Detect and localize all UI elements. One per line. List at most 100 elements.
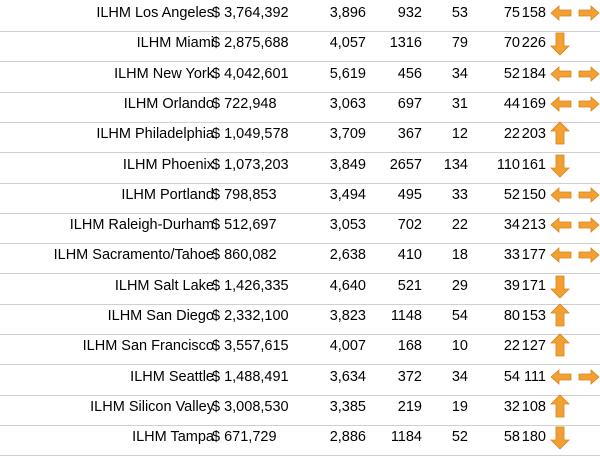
metric-3-value: 22 [451,217,468,234]
down-arrow-icon [550,30,600,61]
metric-5-value: 158 [521,5,546,21]
revenue-value: $ 722,948 [212,95,277,112]
metric-2-value: 168 [397,338,422,355]
metric-4-value: 33 [503,247,520,264]
metric-5-value: 171 [521,277,546,294]
metric-1-value: 3,053 [329,217,366,234]
metric-1-value: 4,640 [329,277,366,294]
metric-1-value: 3,896 [329,5,366,21]
metric-1-value: 3,849 [329,156,366,173]
metric-3-value: 10 [451,338,468,355]
metric-4-value: 22 [503,126,520,143]
table-row: ILHM Raleigh-Durham $ 512,697 3,053 702 22 34… [0,212,600,245]
up-arrow-icon [550,303,600,334]
revenue-value: $ 1,049,578 [212,126,289,143]
location-name: ILHM San Francisco [82,338,214,355]
metric-1-value: 2,638 [329,247,366,264]
metric-4-value: 34 [503,217,520,234]
metric-5-value: 203 [521,126,546,143]
location-name: ILHM New York [114,65,214,82]
metric-3-value: 18 [451,247,468,264]
table-row: ILHM Los Angeles $ 3,764,392 3,896 932 53 75 1… [0,0,600,32]
table-row: ILHM Philadelphia $ 1,049,578 3,709 367 12 22… [0,121,600,154]
metric-2-value: 932 [397,5,422,21]
metric-2-value: 702 [397,217,422,234]
table-row: ILHM Orlando $ 722,948 3,063 697 31 44 169 [0,91,600,123]
location-name: ILHM Miami [136,35,214,52]
revenue-value: $ 2,875,688 [212,35,289,52]
table-row: ILHM Salt Lake $ 1,426,335 4,640 521 29 39 171 [0,273,600,305]
left-right-arrows-icon [550,61,600,92]
revenue-value: $ 3,008,530 [212,398,289,415]
metric-3-value: 29 [451,277,468,294]
metric-3-value: 33 [451,186,468,203]
metric-3-value: 31 [451,95,468,112]
table-row: ILHM Silicon Valley $ 3,008,530 3,385 219 19… [0,394,600,426]
revenue-value: $ 1,426,335 [212,277,289,294]
location-name: ILHM Seattle [130,368,214,385]
metric-3-value: 134 [443,156,468,173]
metric-2-value: 1184 [390,429,422,446]
table-row: ILHM San Diego $ 2,332,100 3,823 1148 54 80 15… [0,303,600,335]
metric-4-value: 58 [503,429,520,446]
metric-3-value: 79 [451,35,468,52]
metric-3-value: 12 [451,126,468,143]
metric-1-value: 3,823 [329,308,366,324]
metric-2-value: 1316 [389,35,422,52]
left-right-arrows-icon [550,242,600,273]
metric-4-value: 32 [503,398,520,415]
metric-3-value: 52 [451,429,468,446]
metric-5-value: 127 [521,338,546,355]
metric-5-value: 108 [521,398,546,415]
revenue-value: $ 671,729 [212,429,277,446]
left-right-arrows-icon [550,212,600,243]
metric-1-value: 4,007 [329,338,366,355]
revenue-value: $ 1,488,491 [212,368,289,385]
location-name: ILHM Philadelphia [96,126,214,143]
revenue-value: $ 1,073,203 [212,156,289,173]
up-arrow-icon [550,394,600,425]
location-name: ILHM Orlando [123,95,214,112]
metric-4-value: 22 [503,338,520,355]
table-row: ILHM Phoenix $ 1,073,203 3,849 2657 134 110 16… [0,152,600,184]
metric-5-value: 150 [521,186,546,203]
metric-4-value: 52 [503,186,520,203]
revenue-value: $ 512,697 [212,217,277,234]
metric-1-value: 2,886 [329,429,366,446]
metric-2-value: 456 [397,65,422,82]
table-row: ILHM Portland $ 798,853 3,494 495 33 52 150 [0,182,600,214]
metric-2-value: 495 [397,186,422,203]
metric-5-value: 169 [521,95,546,112]
metric-2-value: 410 [397,247,422,264]
location-name: ILHM Salt Lake [114,277,214,294]
revenue-value: $ 860,082 [212,247,277,264]
down-arrow-icon [550,424,600,455]
metric-1-value: 3,494 [329,186,366,203]
down-arrow-icon [550,152,600,183]
revenue-value: $ 4,042,601 [212,65,289,82]
up-arrow-icon [550,333,600,364]
metric-4-value: 52 [503,65,520,82]
metric-5-value: 184 [521,65,546,82]
metric-2-value: 697 [397,95,422,112]
metric-4-value: 80 [503,308,520,324]
left-right-arrows-icon [550,0,600,31]
metric-1-value: 4,057 [329,35,366,52]
revenue-value: $ 3,557,615 [212,338,289,355]
down-arrow-icon [550,273,600,304]
location-name: ILHM Raleigh-Durham [69,217,214,234]
metric-2-value: 367 [397,126,422,143]
metric-4-value: 54 [503,368,520,385]
revenue-value: $ 2,332,100 [212,308,289,324]
location-name: ILHM San Diego [107,308,214,324]
location-name: ILHM Tampa [132,429,214,446]
location-name: ILHM Los Angeles [96,5,214,21]
table-row: ILHM Seattle $ 1,488,491 3,634 372 34 54 111 [0,364,600,396]
table-row: ILHM San Francisco $ 3,557,615 4,007 168 10 2… [0,333,600,366]
location-name: ILHM Portland [121,186,214,203]
metric-5-value: 161 [521,156,546,173]
revenue-value: $ 3,764,392 [212,5,289,21]
metric-3-value: 34 [451,65,468,82]
metric-3-value: 34 [451,368,468,385]
